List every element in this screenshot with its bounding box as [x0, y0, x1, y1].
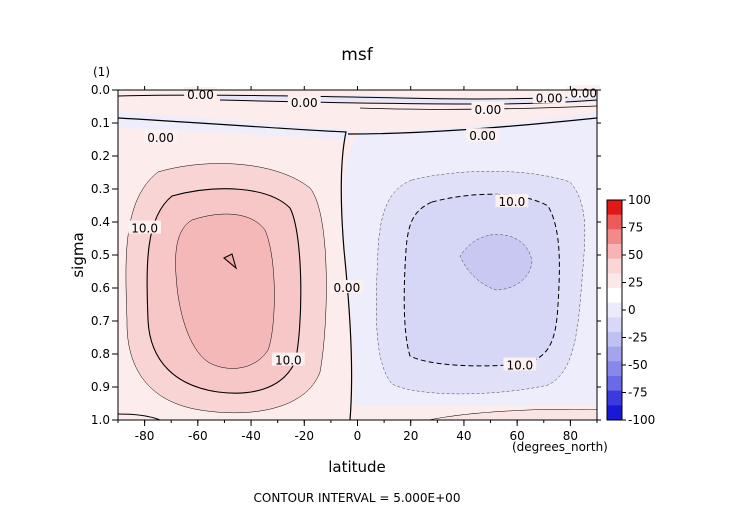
colorbar-tick-label: -25: [628, 331, 648, 345]
contour-label: 10.0: [131, 222, 158, 236]
x-tick-label: 40: [456, 429, 471, 443]
colorbar-tick-label: -75: [628, 386, 648, 400]
contour-interval-footer: CONTOUR INTERVAL = 5.000E+00: [254, 491, 461, 505]
contour-label: 0.00: [147, 131, 174, 145]
contour-label: 0.00: [536, 91, 563, 105]
x-tick-label: -80: [135, 429, 155, 443]
negative-strip-fill: [118, 112, 350, 140]
positive-contour-20: [223, 253, 238, 270]
contour-label-bg: [287, 95, 321, 109]
contour-label: 10.0: [506, 359, 533, 373]
x-tick-label: -20: [294, 429, 314, 443]
contour-label: 0.00: [570, 86, 597, 100]
y-tick-label: 0.9: [91, 380, 110, 394]
x-tick-label: -40: [241, 429, 261, 443]
colorbar-swatch: [607, 258, 622, 274]
contour-label: 0.00: [333, 281, 360, 295]
colorbar-tick-label: 50: [628, 248, 643, 262]
colorbar-swatch: [607, 244, 622, 260]
contour-label: 0.00: [187, 88, 214, 102]
y-tick-label: 0.2: [91, 149, 110, 163]
x-tick-label: 20: [403, 429, 418, 443]
zero-contour-north: [347, 117, 597, 135]
y-tick-label: 0.5: [91, 248, 110, 262]
zero-contour-main: [118, 117, 353, 420]
x-tick-label: 80: [563, 429, 578, 443]
colorbar-swatch: [607, 288, 622, 304]
colorbar-swatch: [607, 361, 622, 377]
y-tick-label: 0.3: [91, 182, 110, 196]
zero-contour-bottom-left: [118, 413, 161, 420]
zero-contour-top-3: [359, 105, 597, 110]
x-tick-label: -60: [188, 429, 208, 443]
x-axis: -80 -60 -40 -20 0 20 40 60 80: [117, 86, 598, 443]
colorbar-tick-label: 0: [628, 303, 636, 317]
y-axis-label: sigma: [69, 232, 87, 277]
y-axis: 0.0 0.1 0.2 0.3 0.4 0.5 0.6 0.7 0.8 0.9 1.0: [91, 83, 601, 427]
contour-label-bg: [466, 128, 499, 142]
contour-label: 10.0: [498, 195, 525, 209]
chart-title: msf: [341, 45, 373, 65]
colorbar-swatch: [607, 390, 622, 406]
contour-label: 0.00: [475, 103, 502, 117]
y-tick-label: 0.1: [91, 116, 110, 130]
contour-field: [118, 90, 597, 420]
colorbar-swatch: [607, 200, 622, 216]
contour-label-bg: [144, 129, 177, 143]
units-label: (1): [93, 65, 110, 79]
contour-label: 0.00: [291, 96, 318, 110]
y-tick-label: 0.7: [91, 314, 110, 328]
negative-contour-15: [459, 234, 533, 291]
colorbar-tick-label: 25: [628, 276, 643, 290]
x-tick-label: 60: [510, 429, 525, 443]
y-tick-label: 0.0: [91, 83, 110, 97]
colorbar: 100 75 50 25 0 -25 -50 -75 -100: [606, 193, 655, 427]
y-tick-label: 0.4: [91, 215, 110, 229]
colorbar-swatch: [607, 317, 622, 333]
colorbar-swatch: [607, 214, 622, 230]
colorbar-swatch: [607, 376, 622, 392]
x-axis-label: latitude: [328, 458, 386, 476]
x-tick-label: 0: [354, 429, 362, 443]
colorbar-swatch: [607, 405, 622, 421]
contour-label-bg: [271, 352, 305, 366]
colorbar-tick-label: -100: [628, 413, 655, 427]
contour-label-bg: [471, 101, 505, 115]
colorbar-tick-label: 75: [628, 221, 643, 235]
colorbar-swatch: [607, 229, 622, 245]
positive-contour-15: [175, 213, 275, 369]
colorbar-swatch: [607, 302, 622, 318]
colorbar-swatch: [607, 346, 622, 362]
colorbar-tick-label: 100: [628, 193, 651, 207]
colorbar-swatch: [607, 273, 622, 289]
positive-sliver-bottom-right: [430, 409, 597, 420]
colorbar-swatch: [607, 332, 622, 348]
y-tick-label: 0.6: [91, 281, 110, 295]
contour-label-bg: [567, 85, 601, 99]
contour-label-bg: [532, 90, 566, 104]
contour-label-bg: [128, 220, 162, 234]
contour-label: 10.0: [275, 354, 302, 368]
x-units-label: (degrees_north): [512, 440, 608, 454]
colorbar-tick-label: -50: [628, 358, 648, 372]
contour-label-bg: [330, 280, 364, 293]
contour-label-bg: [503, 357, 537, 371]
y-tick-label: 0.8: [91, 347, 110, 361]
contour-label: 0.00: [469, 129, 496, 143]
y-tick-label: 1.0: [91, 413, 110, 427]
contour-label-bg: [495, 194, 529, 208]
